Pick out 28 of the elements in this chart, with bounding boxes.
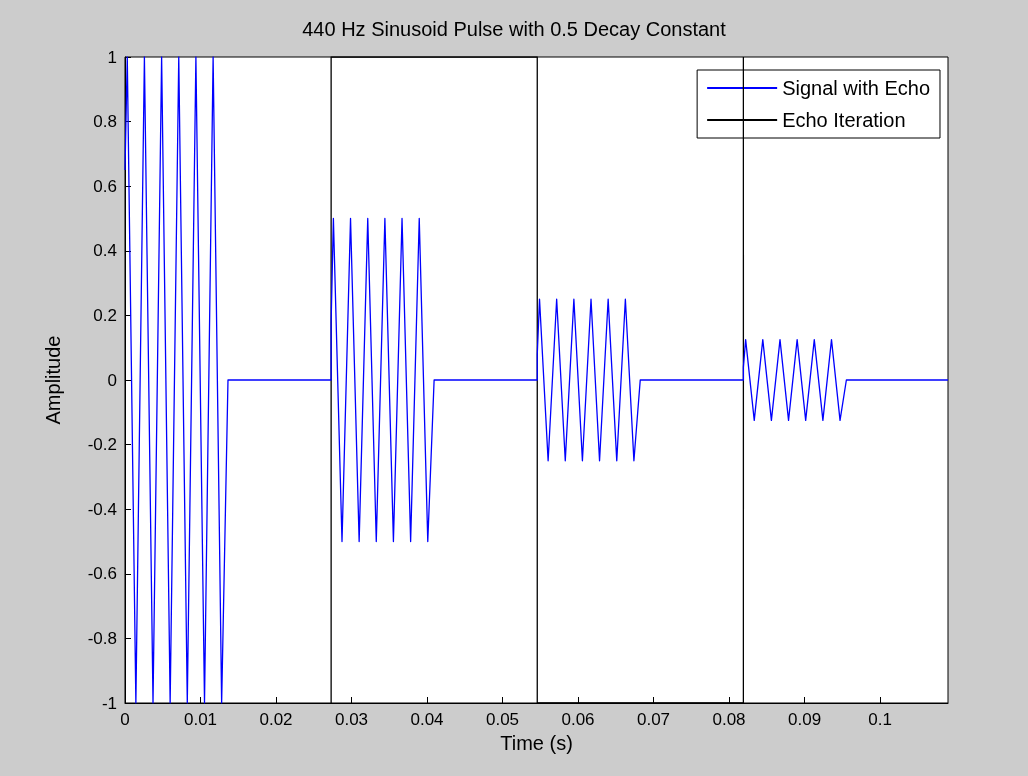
x-tick-label: 0.04 <box>410 710 444 729</box>
y-tick-label: 0 <box>107 370 117 390</box>
x-tick-label: 0.09 <box>787 710 822 729</box>
y-tick-label: -0.4 <box>87 499 117 519</box>
legend-label: Echo Iteration <box>782 109 906 131</box>
y-tick-label: 0.2 <box>93 305 117 325</box>
x-tick-label: 0.02 <box>259 710 293 729</box>
legend-label: Signal with Echo <box>782 77 931 99</box>
x-axis-title: Time (s) <box>500 731 573 754</box>
chart-title: 440 Hz Sinusoid Pulse with 0.5 Decay Constant <box>302 18 727 40</box>
y-tick-label: -0.2 <box>87 435 117 455</box>
y-tick-label: 0.8 <box>93 112 117 132</box>
line-series <box>124 56 949 704</box>
x-tick-label: 0.07 <box>636 710 671 729</box>
x-tick-label: 0.01 <box>183 710 218 729</box>
x-tick-label: 0 <box>120 710 130 729</box>
x-tick-label: 0.05 <box>485 710 520 729</box>
x-tick-label: 0.06 <box>561 710 595 729</box>
y-tick-label: 1 <box>107 47 117 67</box>
y-tick-label: -1 <box>101 693 117 713</box>
y-axis-title: Amplitude <box>42 335 64 425</box>
y-tick-label: 0.4 <box>93 241 117 261</box>
y-tick-label: -0.6 <box>87 564 117 584</box>
x-tick-label: 0.03 <box>334 710 369 729</box>
x-tick-label: 0.08 <box>712 710 746 729</box>
y-tick-label: -0.8 <box>87 628 117 648</box>
y-tick-label: 0.6 <box>93 176 117 196</box>
x-tick-label: 0.1 <box>868 710 892 729</box>
